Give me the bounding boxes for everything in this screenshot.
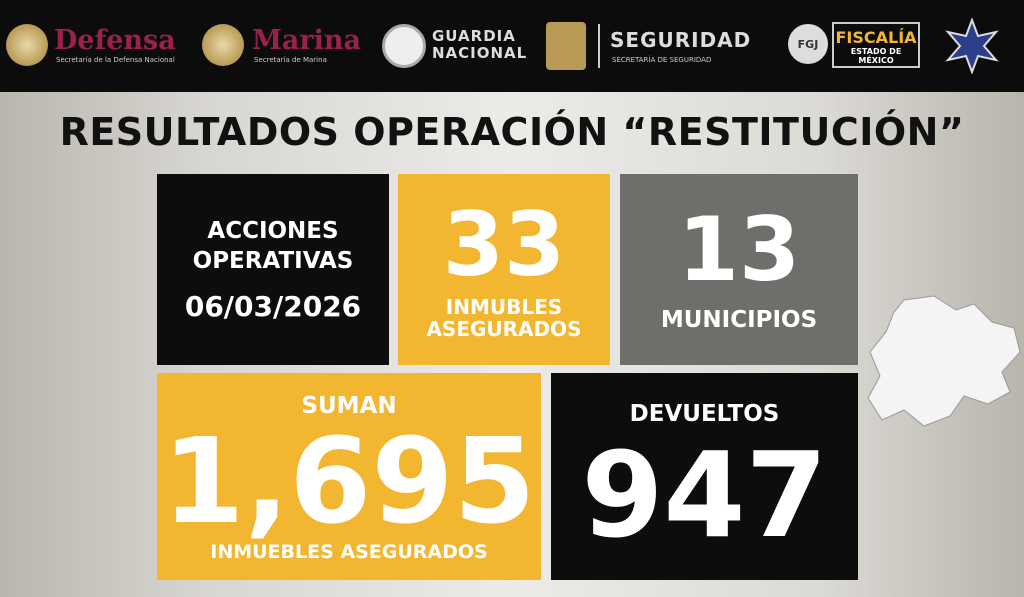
box-label: INMUBLES ASEGURADOS xyxy=(426,294,582,341)
box-value: 33 xyxy=(442,192,566,296)
logo-name: SEGURIDAD xyxy=(610,28,752,52)
seal xyxy=(546,22,586,70)
logo-name: GUARDIA NACIONAL xyxy=(432,27,528,62)
box-suman: SUMAN 1,695 INMUEBLES ASEGURADOS xyxy=(157,373,541,580)
box-prefix: SUMAN xyxy=(301,392,397,419)
divider xyxy=(598,24,600,68)
box-value: 947 xyxy=(581,425,828,564)
star-badge xyxy=(945,18,999,74)
box-date: 06/03/2026 xyxy=(184,290,362,323)
box-value: 1,695 xyxy=(162,411,536,550)
logo-subtitle: SECRETARÍA DE SEGURIDAD xyxy=(612,56,712,64)
seal xyxy=(202,24,244,66)
logo-subtitle: Secretaría de la Defensa Nacional xyxy=(56,56,175,64)
logo-box: FISCALÍA ESTADO DE MÉXICO xyxy=(832,22,920,68)
seal xyxy=(382,24,426,68)
box-label: DEVUELTOS xyxy=(629,400,780,427)
box-value: 13 xyxy=(677,197,801,301)
logo-badge: FGJ xyxy=(788,24,828,64)
logo-name: Defensa xyxy=(54,25,176,56)
logo-subtitle: ESTADO DE MÉXICO xyxy=(850,47,902,65)
state-map xyxy=(867,295,1021,427)
box-municipios: 13 MUNICIPIOS xyxy=(620,174,858,365)
title: RESULTADOS OPERACIÓN “RESTITUCIÓN” xyxy=(59,110,965,154)
box-devueltos: DEVUELTOS 947 xyxy=(551,373,858,580)
seal xyxy=(6,24,48,66)
header-bar: Defensa Secretaría de la Defensa Naciona… xyxy=(0,0,1024,92)
box-label: MUNICIPIOS xyxy=(660,306,818,333)
logo-name: FISCALÍA xyxy=(835,28,917,47)
logo-subtitle: Secretaría de Marina xyxy=(254,56,327,64)
box-acciones: ACCIONES OPERATIVAS 06/03/2026 xyxy=(157,174,389,365)
box-label: ACCIONES OPERATIVAS xyxy=(192,218,354,274)
box-label: INMUEBLES ASEGURADOS xyxy=(210,540,488,563)
box-inmuebles: 33 INMUBLES ASEGURADOS xyxy=(398,174,610,365)
logo-name: Marina xyxy=(252,25,361,56)
